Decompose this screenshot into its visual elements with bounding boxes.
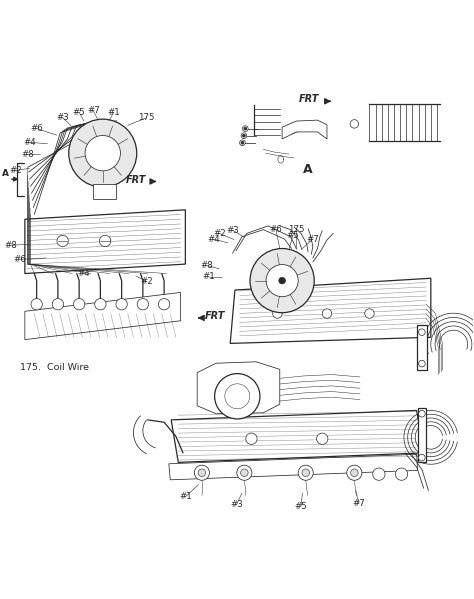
Text: #5: #5 xyxy=(287,231,300,240)
Circle shape xyxy=(317,433,328,444)
Circle shape xyxy=(73,298,85,310)
Circle shape xyxy=(419,454,425,461)
Circle shape xyxy=(243,126,248,131)
Circle shape xyxy=(137,298,148,310)
Text: #7: #7 xyxy=(87,106,100,115)
Polygon shape xyxy=(265,256,308,298)
Circle shape xyxy=(351,469,358,477)
Text: 175: 175 xyxy=(288,225,304,234)
Circle shape xyxy=(241,141,244,144)
Circle shape xyxy=(243,134,246,137)
Text: #4: #4 xyxy=(23,138,36,147)
Text: #3: #3 xyxy=(226,226,239,235)
Text: #7: #7 xyxy=(306,235,319,244)
Polygon shape xyxy=(197,362,280,414)
Text: 175.  Coil Wire: 175. Coil Wire xyxy=(20,364,89,373)
Polygon shape xyxy=(93,184,116,199)
Circle shape xyxy=(395,468,408,480)
Circle shape xyxy=(350,120,359,128)
Polygon shape xyxy=(169,454,418,480)
Circle shape xyxy=(241,133,247,138)
Circle shape xyxy=(225,384,250,409)
Text: #1: #1 xyxy=(179,492,191,501)
Circle shape xyxy=(100,235,111,247)
Text: A: A xyxy=(1,169,9,178)
Text: #6: #6 xyxy=(14,255,27,264)
Polygon shape xyxy=(282,120,327,139)
Text: #8: #8 xyxy=(200,261,213,270)
Text: #5: #5 xyxy=(73,108,85,117)
Text: #6: #6 xyxy=(270,225,283,234)
Circle shape xyxy=(85,135,120,171)
Circle shape xyxy=(250,249,314,313)
Text: #8: #8 xyxy=(21,150,34,159)
Polygon shape xyxy=(417,325,427,370)
Text: #1: #1 xyxy=(202,273,215,282)
Circle shape xyxy=(273,309,282,318)
Text: #4: #4 xyxy=(77,269,90,278)
Text: #8: #8 xyxy=(4,241,17,250)
Circle shape xyxy=(302,469,310,477)
Text: A: A xyxy=(303,163,313,176)
Circle shape xyxy=(158,298,170,310)
Text: FRT: FRT xyxy=(205,311,226,322)
Circle shape xyxy=(246,433,257,444)
Polygon shape xyxy=(418,408,426,462)
Circle shape xyxy=(365,309,374,318)
Circle shape xyxy=(95,298,106,310)
Text: #2: #2 xyxy=(213,229,226,238)
Circle shape xyxy=(298,465,313,480)
Circle shape xyxy=(240,140,246,146)
Circle shape xyxy=(194,465,210,480)
Text: #7: #7 xyxy=(353,499,365,508)
Text: #3: #3 xyxy=(230,500,243,509)
Polygon shape xyxy=(25,210,185,274)
Circle shape xyxy=(279,277,285,284)
Text: #6: #6 xyxy=(30,124,43,133)
Circle shape xyxy=(116,298,128,310)
Text: #3: #3 xyxy=(56,113,69,122)
Text: #5: #5 xyxy=(295,502,307,511)
Circle shape xyxy=(31,298,42,310)
Circle shape xyxy=(244,127,247,130)
Text: #1: #1 xyxy=(107,108,120,117)
Text: #4: #4 xyxy=(207,235,220,244)
Circle shape xyxy=(322,309,332,318)
Text: FRT: FRT xyxy=(299,95,319,104)
Circle shape xyxy=(237,465,252,480)
Text: #2: #2 xyxy=(140,277,153,286)
Circle shape xyxy=(419,410,425,417)
Circle shape xyxy=(57,235,68,247)
Text: FRT: FRT xyxy=(126,174,146,184)
Circle shape xyxy=(419,360,425,367)
Polygon shape xyxy=(230,279,431,343)
Circle shape xyxy=(347,465,362,480)
Circle shape xyxy=(215,374,260,419)
Circle shape xyxy=(52,298,64,310)
Circle shape xyxy=(266,265,298,297)
Text: 175: 175 xyxy=(138,113,155,122)
Circle shape xyxy=(198,469,206,477)
Circle shape xyxy=(373,468,385,480)
Circle shape xyxy=(419,329,425,335)
Polygon shape xyxy=(171,410,424,462)
Polygon shape xyxy=(25,292,181,340)
Circle shape xyxy=(69,119,137,187)
Text: #2: #2 xyxy=(9,166,22,175)
Circle shape xyxy=(241,469,248,477)
